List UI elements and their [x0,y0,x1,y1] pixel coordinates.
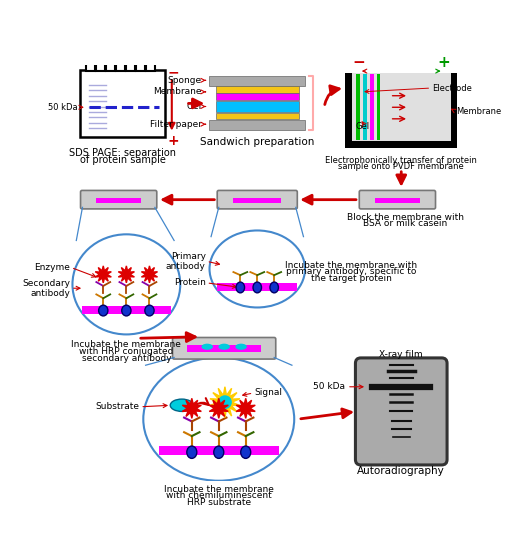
Ellipse shape [144,358,294,481]
Polygon shape [210,387,240,418]
Text: Secondary
antibody: Secondary antibody [22,279,70,298]
Text: Gel: Gel [356,122,370,131]
Text: SDS PAGE: separation: SDS PAGE: separation [69,148,176,158]
Text: with chemiluminescent: with chemiluminescent [166,492,271,500]
Ellipse shape [214,446,224,458]
Text: +: + [437,55,450,70]
Text: Signal: Signal [254,388,282,398]
Polygon shape [141,266,158,283]
Bar [209,120,305,130]
Text: Substrate: Substrate [96,403,139,411]
Text: Incubate the membrane: Incubate the membrane [71,340,181,349]
Text: Electrophonically transfer of protein: Electrophonically transfer of protein [326,156,477,165]
Bar [136,60,145,71]
Text: Sponge: Sponge [167,76,202,85]
Bar [209,76,305,85]
Text: Gel: Gel [187,102,202,111]
Bar [96,198,141,203]
Bar [159,446,279,456]
Ellipse shape [122,305,131,316]
Text: BSA or milk casein: BSA or milk casein [363,219,447,228]
Bar [363,74,367,140]
Polygon shape [209,398,228,418]
Text: X-ray film: X-ray film [380,349,423,359]
Polygon shape [119,266,134,283]
Bar [107,60,115,71]
Text: HRP substrate: HRP substrate [187,498,251,507]
Text: of protein sample: of protein sample [80,155,165,165]
Ellipse shape [218,344,230,350]
Ellipse shape [210,230,305,307]
Bar [345,141,458,148]
Ellipse shape [99,305,108,316]
Bar [376,74,381,140]
FancyBboxPatch shape [173,338,276,359]
Bar [450,72,458,148]
Text: sample onto PVDF membrane: sample onto PVDF membrane [339,162,464,171]
Text: 50 kDa: 50 kDa [48,103,78,112]
Bar [216,101,299,112]
Polygon shape [236,398,255,418]
Text: Primary
antibody: Primary antibody [166,252,206,271]
Text: Sandwich preparation: Sandwich preparation [200,137,315,147]
Text: Membrane: Membrane [153,87,202,96]
Bar [375,198,420,203]
Bar [345,72,352,148]
Text: the target protein: the target protein [311,274,392,282]
Bar [216,87,299,93]
FancyBboxPatch shape [217,190,297,209]
Bar [217,283,297,291]
Text: Block the membrane with: Block the membrane with [347,213,464,222]
FancyBboxPatch shape [81,190,157,209]
Bar [126,60,135,71]
Text: Enzyme: Enzyme [34,263,70,272]
Text: Electrode: Electrode [432,83,472,93]
FancyBboxPatch shape [359,190,436,209]
Bar [96,60,105,71]
Ellipse shape [145,305,154,316]
Text: +: + [168,134,179,148]
Text: Protein: Protein [174,278,206,287]
Bar [116,60,125,71]
Text: 50 kDa: 50 kDa [314,382,345,391]
Polygon shape [183,398,201,418]
Bar [80,70,165,137]
Ellipse shape [187,446,197,458]
Text: Filter paper: Filter paper [150,120,202,129]
Text: primary antibody, specific to: primary antibody, specific to [286,267,417,276]
Text: Membrane: Membrane [456,107,501,116]
Polygon shape [95,266,111,283]
Ellipse shape [241,446,251,458]
Text: Incubate the membrane: Incubate the membrane [164,485,274,493]
Ellipse shape [236,282,244,293]
Text: −: − [353,55,365,70]
Ellipse shape [201,344,213,350]
Bar [82,306,171,314]
Bar [233,198,281,203]
Text: with HRP conjugated: with HRP conjugated [79,347,174,356]
Bar [216,94,299,100]
Ellipse shape [253,282,262,293]
Bar [86,60,95,71]
Text: Incubate the membrane with: Incubate the membrane with [285,261,417,270]
Ellipse shape [72,234,180,334]
Bar [147,60,155,71]
Circle shape [218,395,232,409]
Bar [216,113,299,119]
Bar [83,58,163,60]
Text: secondary antibody: secondary antibody [82,354,171,362]
Bar [370,74,373,140]
Ellipse shape [270,282,278,293]
Text: −: − [168,65,179,80]
Ellipse shape [236,344,247,350]
FancyBboxPatch shape [356,358,447,465]
Bar [187,345,261,352]
Bar [352,72,450,141]
Ellipse shape [170,399,193,411]
Bar [356,74,360,140]
Text: Autoradiography: Autoradiography [357,466,445,476]
